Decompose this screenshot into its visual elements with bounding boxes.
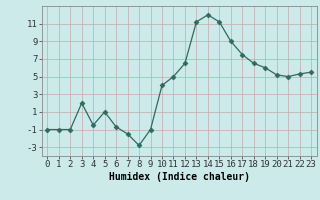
X-axis label: Humidex (Indice chaleur): Humidex (Indice chaleur) <box>109 172 250 182</box>
